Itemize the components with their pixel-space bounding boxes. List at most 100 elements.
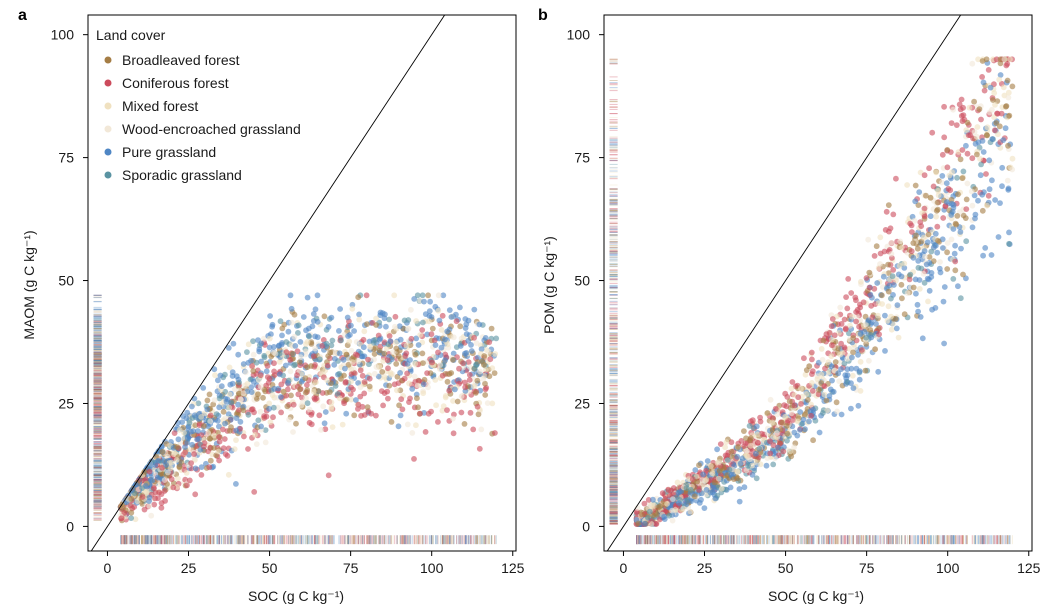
data-point: [422, 429, 429, 435]
data-point: [381, 374, 388, 380]
data-point: [289, 350, 296, 357]
data-point: [313, 395, 320, 402]
legend-label: Sporadic grassland: [122, 167, 242, 183]
legend-item-pure-grassland: Pure grassland: [104, 144, 216, 160]
data-point: [345, 333, 351, 339]
x-tick-label: 25: [181, 560, 197, 576]
data-point: [381, 315, 388, 322]
x-tick-label: 0: [104, 560, 112, 576]
data-point: [216, 404, 223, 411]
data-point: [139, 485, 146, 491]
data-point: [453, 311, 459, 318]
data-point: [385, 395, 391, 402]
data-point: [256, 346, 263, 353]
legend-swatch: [104, 102, 112, 110]
data-point: [216, 423, 222, 430]
data-point: [360, 344, 367, 351]
data-point: [383, 323, 389, 330]
data-point: [413, 335, 420, 342]
data-point: [216, 434, 222, 440]
data-point: [298, 378, 305, 385]
data-point: [325, 353, 332, 359]
panel-a-x-rug: [120, 535, 497, 545]
data-point: [161, 488, 168, 494]
data-point: [248, 357, 255, 364]
data-point: [313, 379, 319, 386]
legend-label: Pure grassland: [122, 144, 216, 160]
data-point: [165, 469, 171, 476]
data-point: [473, 361, 479, 368]
data-point: [338, 376, 344, 382]
data-point: [439, 407, 446, 414]
data-point: [322, 409, 329, 415]
data-point: [328, 342, 335, 349]
data-point: [328, 399, 335, 406]
data-point: [429, 359, 436, 366]
data-point: [211, 366, 218, 373]
data-point: [345, 361, 352, 368]
data-point: [249, 363, 256, 369]
data-point: [344, 314, 351, 321]
data-point: [486, 339, 493, 346]
data-point: [457, 304, 463, 311]
data-point: [470, 426, 477, 433]
data-point: [216, 457, 223, 464]
data-point: [414, 395, 420, 402]
data-point: [355, 406, 361, 412]
data-point: [353, 339, 360, 345]
data-point: [293, 420, 299, 427]
data-point: [195, 400, 202, 407]
legend-item-coniferous-forest: Coniferous forest: [104, 75, 229, 91]
data-point: [474, 377, 481, 384]
data-point: [285, 328, 292, 335]
data-point: [213, 411, 220, 417]
data-point: [132, 516, 139, 523]
y-tick-label: 75: [58, 150, 74, 166]
data-point: [267, 419, 274, 426]
data-point: [222, 451, 229, 457]
data-point: [244, 381, 251, 387]
data-point: [211, 445, 217, 451]
data-point: [450, 398, 456, 404]
data-point: [278, 381, 285, 388]
data-point: [397, 370, 403, 376]
data-point: [237, 418, 244, 425]
data-point: [439, 372, 446, 379]
data-point: [189, 403, 195, 410]
data-point: [271, 349, 277, 356]
data-point: [450, 356, 456, 363]
data-point: [158, 500, 165, 506]
data-point: [399, 406, 406, 413]
data-point: [156, 489, 163, 496]
data-point: [214, 417, 221, 424]
data-point: [325, 324, 332, 330]
data-point: [233, 427, 240, 434]
data-point: [405, 317, 412, 323]
data-point: [371, 351, 378, 357]
data-point: [477, 368, 483, 375]
data-point: [476, 445, 483, 452]
data-point: [314, 292, 321, 299]
data-point: [269, 323, 275, 330]
data-point: [257, 383, 264, 390]
data-point: [178, 459, 185, 465]
data-point: [201, 443, 207, 450]
data-point: [343, 351, 350, 358]
data-point: [444, 328, 451, 335]
data-point: [486, 373, 493, 380]
data-point: [466, 372, 473, 378]
data-point: [287, 368, 294, 375]
data-point: [174, 444, 181, 450]
data-point: [171, 430, 178, 436]
data-point: [287, 292, 294, 299]
data-point: [420, 360, 426, 366]
data-point: [198, 464, 205, 470]
data-point: [388, 419, 395, 425]
data-point: [241, 433, 247, 440]
data-point: [278, 394, 284, 400]
data-point: [467, 409, 474, 416]
data-point: [355, 294, 362, 301]
data-point: [318, 427, 324, 433]
data-point: [206, 435, 213, 442]
